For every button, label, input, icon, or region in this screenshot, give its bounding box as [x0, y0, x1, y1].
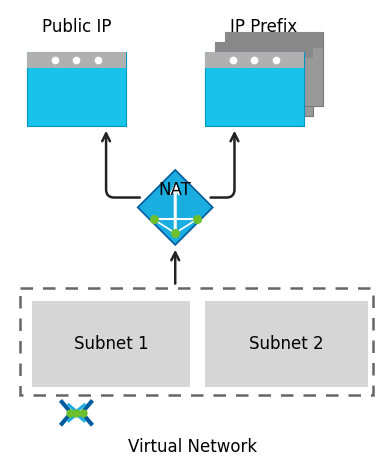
FancyBboxPatch shape: [215, 42, 313, 58]
FancyBboxPatch shape: [27, 52, 126, 126]
Text: IP Prefix: IP Prefix: [231, 18, 298, 36]
FancyBboxPatch shape: [32, 301, 190, 387]
Polygon shape: [138, 170, 213, 245]
FancyBboxPatch shape: [224, 32, 324, 106]
FancyBboxPatch shape: [205, 52, 304, 126]
Text: Subnet 2: Subnet 2: [249, 335, 324, 353]
FancyBboxPatch shape: [205, 52, 304, 68]
Text: Subnet 1: Subnet 1: [74, 335, 148, 353]
Text: Public IP: Public IP: [42, 18, 111, 36]
FancyBboxPatch shape: [205, 301, 368, 387]
FancyBboxPatch shape: [27, 52, 126, 68]
FancyBboxPatch shape: [224, 32, 324, 48]
FancyBboxPatch shape: [215, 42, 313, 116]
Text: NAT: NAT: [159, 181, 192, 199]
Text: Virtual Network: Virtual Network: [128, 437, 258, 455]
